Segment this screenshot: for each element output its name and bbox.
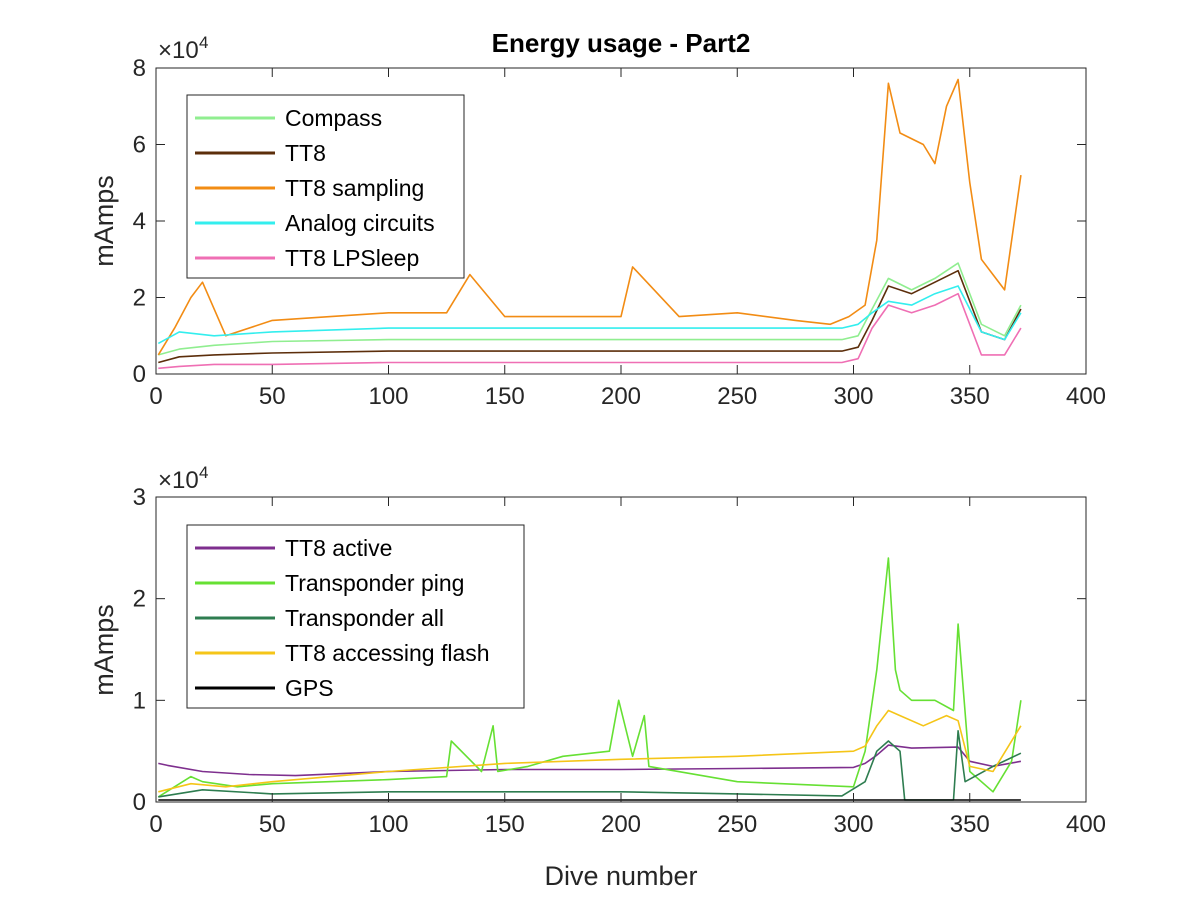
- x-tick-label: 100: [368, 811, 408, 838]
- x-tick-label: 200: [601, 383, 641, 410]
- legend-label: TT8 sampling: [285, 175, 424, 201]
- x-tick-label: 150: [485, 811, 525, 838]
- y-tick-label: 2: [133, 285, 146, 312]
- y-tick-label: 0: [133, 789, 146, 816]
- series-line-4: [158, 709, 1022, 793]
- x-tick-label: 0: [149, 383, 162, 410]
- exponent-power: 4: [199, 463, 208, 482]
- y-tick-label: 2: [133, 586, 146, 613]
- legend-label: TT8 accessing flash: [285, 640, 490, 666]
- top-subplot: Energy usage - Part2 ×10 4 mAmps 0 50 100 1…: [89, 28, 1106, 410]
- ticks-layer: 0 50 100 150 200 250 300 350 400 0 1 2 3: [133, 484, 1106, 838]
- chart-title: Energy usage - Part2: [492, 28, 751, 58]
- x-tick-label: 300: [833, 811, 873, 838]
- legend-label: TT8: [285, 140, 326, 166]
- y-tick-label: 3: [133, 484, 146, 511]
- x-tick-label: 250: [717, 811, 757, 838]
- series-line-2: [158, 269, 1022, 364]
- legend-label: TT8 LPSleep: [285, 245, 419, 271]
- legend-label: Transponder ping: [285, 570, 464, 596]
- x-tick-label: 50: [259, 383, 286, 410]
- series-line-3: [157, 78, 1022, 356]
- x-tick-label: 350: [950, 811, 990, 838]
- x-axis-label: Dive number: [544, 861, 697, 891]
- x-tick-label: 0: [149, 811, 162, 838]
- x-tick-label: 400: [1066, 811, 1106, 838]
- x-tick-label: 350: [950, 383, 990, 410]
- y-tick-label: 4: [133, 208, 146, 235]
- x-tick-label: 150: [485, 383, 525, 410]
- legend: Compass TT8 TT8 sampling Analog circuits TT8…: [186, 94, 465, 279]
- x-tick-label: 300: [833, 383, 873, 410]
- exponent-power: 4: [199, 33, 208, 52]
- legend-label: Compass: [285, 105, 382, 131]
- series-line-1: [158, 262, 1022, 356]
- y-tick-label: 8: [133, 55, 146, 82]
- series-layer: [157, 78, 1022, 370]
- bottom-subplot: ×10 4 mAmps Dive number 0 50 100 150 200 250 3…: [89, 463, 1106, 891]
- x-tick-label: 250: [717, 383, 757, 410]
- series-line-3: [158, 729, 1022, 801]
- x-tick-label: 100: [368, 383, 408, 410]
- x-tick-label: 50: [259, 811, 286, 838]
- legend-label: GPS: [285, 675, 334, 701]
- series-line-2: [157, 557, 1022, 798]
- y-tick-label: 0: [133, 361, 146, 388]
- exponent-base: ×10: [158, 37, 199, 64]
- y-axis-label: mAmps: [89, 604, 119, 696]
- exponent-base: ×10: [158, 467, 199, 494]
- x-tick-label: 200: [601, 811, 641, 838]
- y-tick-label: 6: [133, 132, 146, 159]
- ticks-layer: 0 50 100 150 200 250 300 350 400 0 2 4 6 8: [133, 55, 1106, 410]
- x-tick-label: 400: [1066, 383, 1106, 410]
- series-line-4: [157, 285, 1022, 345]
- series-line-5: [158, 292, 1022, 370]
- y-tick-label: 1: [133, 687, 146, 714]
- y-axis-label: mAmps: [89, 175, 119, 267]
- legend: TT8 active Transponder ping Transponder al…: [186, 524, 525, 709]
- legend-label: Analog circuits: [285, 210, 435, 236]
- legend-label: TT8 active: [285, 535, 392, 561]
- legend-label: Transponder all: [285, 605, 444, 631]
